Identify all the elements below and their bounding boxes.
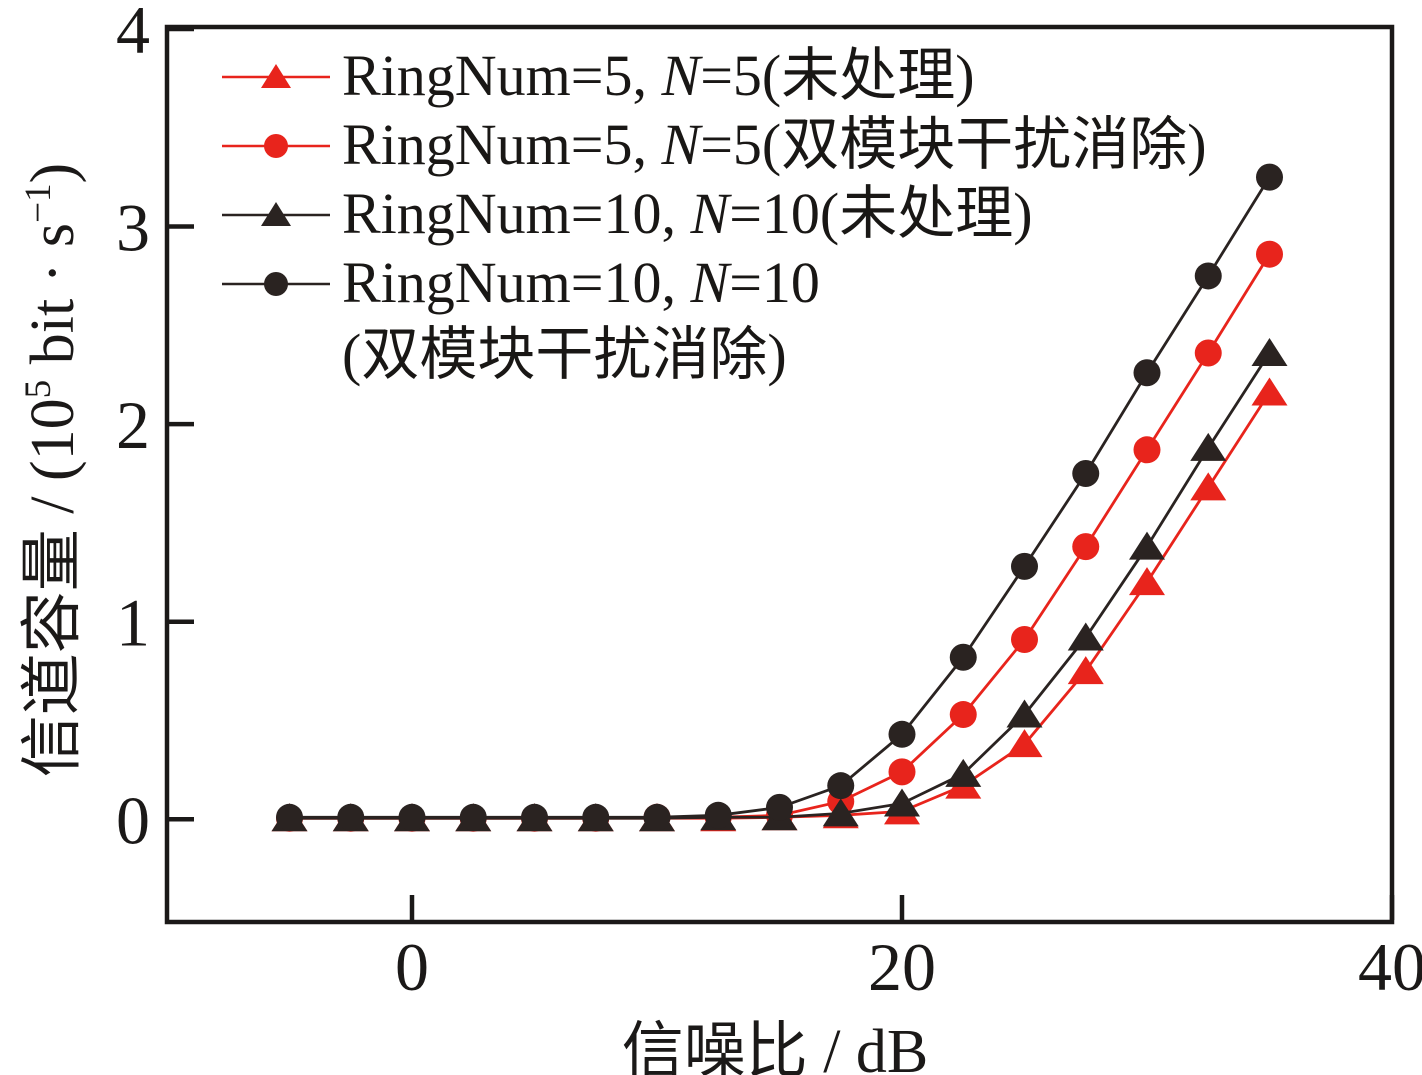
plot-frame: [164, 24, 1395, 925]
legend-triangle-icon: [261, 202, 291, 226]
y-axis-label-sup: 5: [17, 379, 59, 399]
data-point-triangle: [1006, 699, 1043, 728]
data-point-circle: [949, 701, 977, 729]
data-point-circle: [276, 803, 303, 831]
data-point-circle: [888, 758, 916, 786]
data-point-circle: [827, 772, 855, 800]
data-point-circle: [582, 803, 610, 831]
data-point-circle: [337, 803, 365, 831]
data-point-circle: [704, 801, 732, 829]
legend-label: RingNum=5, N=5(未处理): [342, 43, 975, 108]
data-point-circle: [1011, 625, 1038, 653]
data-point-triangle: [1251, 337, 1288, 366]
legend-marker-triangle: [222, 202, 330, 226]
y-tick-label: 1: [116, 585, 150, 661]
data-point-circle: [1072, 460, 1100, 488]
series-line-0: [289, 391, 1271, 820]
series-line-2: [289, 352, 1271, 820]
data-point-triangle: [1067, 656, 1104, 685]
data-point-triangle: [1251, 377, 1288, 406]
data-point-circle: [1194, 262, 1222, 290]
data-point-triangle: [822, 798, 859, 827]
data-point-triangle: [1190, 472, 1227, 501]
data-point-circle: [643, 803, 671, 831]
legend-circle-icon: [264, 272, 288, 296]
data-point-circle: [1133, 359, 1161, 387]
x-axis-label: 信噪比 / dB: [621, 1018, 929, 1075]
x-tick-label: 0: [395, 929, 429, 1005]
y-axis-label-part: ): [19, 162, 87, 184]
data-point-circle: [1072, 533, 1100, 561]
data-point-triangle: [884, 788, 920, 817]
legend-triangle-icon: [261, 64, 291, 88]
y-tick-label: 4: [116, 0, 150, 68]
data-point-triangle: [1067, 622, 1104, 651]
x-tick-label: 40: [1358, 929, 1422, 1005]
data-point-circle: [888, 720, 916, 748]
legend-circle-icon: [264, 134, 288, 158]
data-point-circle: [459, 803, 487, 831]
y-tick-label: 2: [116, 387, 150, 463]
legend-label: RingNum=10, N=10(未处理): [342, 181, 1033, 246]
legend-marker-circle: [222, 134, 330, 158]
data-point-circle: [949, 643, 977, 671]
y-axis-label-sup: −1: [17, 183, 59, 224]
y-axis-label-part: bit · s: [19, 223, 87, 380]
data-point-circle: [766, 793, 793, 821]
y-tick-label: 0: [116, 782, 150, 858]
data-point-circle: [521, 803, 548, 831]
data-point-circle: [1011, 552, 1038, 580]
y-axis-label-part: 信道容量 / (10: [19, 398, 87, 778]
x-tick-label: 20: [868, 929, 936, 1005]
data-point-circle: [1133, 436, 1161, 464]
legend-label: RingNum=5, N=5(双模块干扰消除): [342, 112, 1207, 177]
data-point-triangle: [1129, 567, 1165, 596]
y-axis-label: 信道容量 / (105 bit · s−1): [1, 163, 91, 777]
legend-label: RingNum=10, N=10 (双模块干扰消除): [342, 250, 820, 387]
data-point-triangle: [1129, 531, 1165, 560]
data-point-circle: [1256, 240, 1283, 268]
data-point-circle: [398, 803, 426, 831]
data-point-circle: [1256, 163, 1283, 191]
data-point-triangle: [1006, 729, 1043, 758]
y-tick-label: 3: [116, 190, 150, 266]
data-point-circle: [1194, 339, 1222, 367]
data-point-triangle: [945, 758, 982, 787]
legend-marker-circle: [222, 272, 330, 296]
legend-marker-triangle: [222, 64, 330, 88]
data-point-triangle: [1190, 432, 1227, 461]
